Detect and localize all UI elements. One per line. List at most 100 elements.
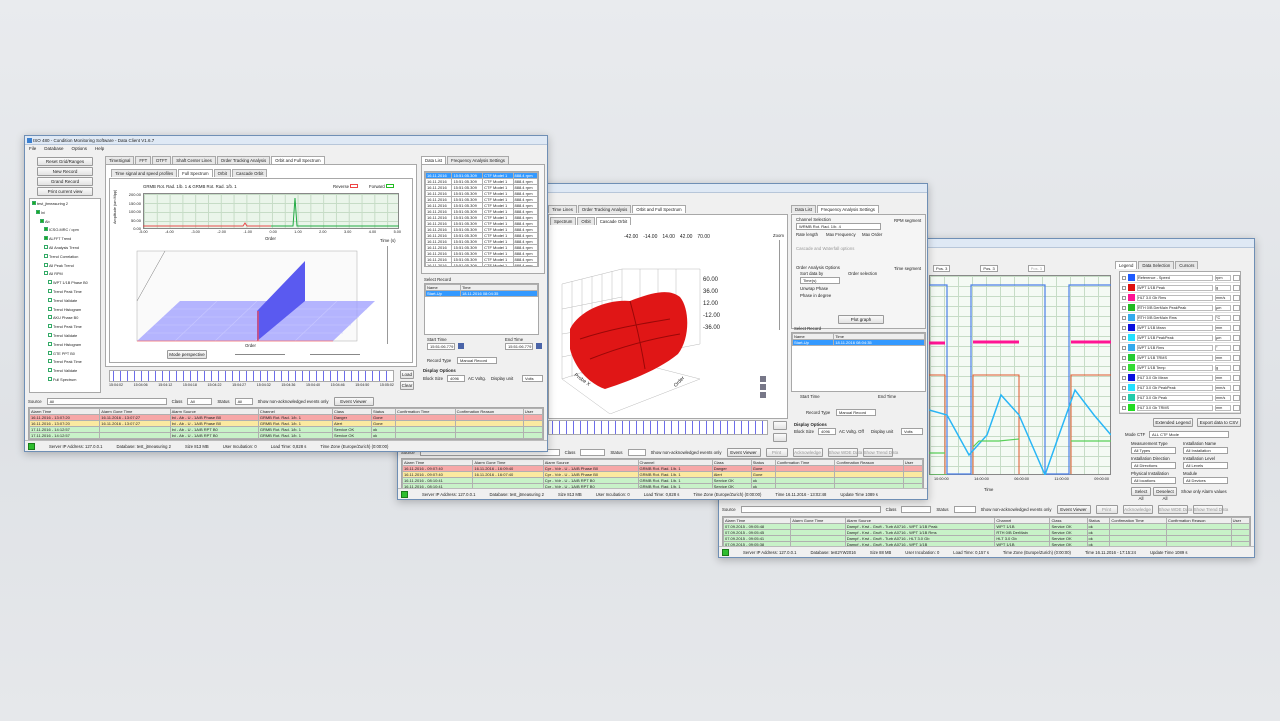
ac-voltage-checkbox[interactable]: AC Voltg. Off [839, 429, 864, 434]
tree-item[interactable]: ALFFT Trend [32, 236, 98, 245]
sort-select[interactable]: Time(s) [800, 277, 840, 284]
cascade-orbit-3d-chart[interactable] [550, 239, 760, 414]
unwrap-phase-checkbox[interactable]: Unwrap Phase [800, 286, 829, 291]
channel-select[interactable]: WRMB Rot. Rad. 1/b. 4 [796, 223, 881, 230]
checkbox[interactable] [1122, 305, 1126, 310]
checkbox[interactable] [1122, 405, 1126, 410]
checkbox[interactable] [1122, 365, 1126, 370]
load-button[interactable]: Load [400, 370, 414, 379]
checkbox[interactable] [1122, 285, 1126, 290]
menu-help[interactable]: Help [95, 146, 105, 151]
tab-time-signal[interactable]: TimeSignal [105, 156, 135, 164]
tree-item[interactable]: ICSO-MRC / opm [32, 227, 98, 236]
checkbox[interactable] [1122, 295, 1126, 300]
mode-perspective-button[interactable]: Mode perspective [167, 350, 207, 359]
event-table[interactable]: Alarm Time Alarm Gone Time Alarm Source Cha… [722, 516, 1251, 548]
time-slider[interactable] [387, 246, 388, 344]
color-swatch[interactable] [1128, 374, 1135, 381]
axis-select[interactable] [1233, 304, 1240, 311]
legend-item[interactable]: WPT 1/1B PeakPeak µm [1120, 333, 1240, 343]
data-list[interactable]: 16.11.2016 15:51:05.309 CTF Model 1 888.4 r… [424, 171, 539, 267]
grand-record-button[interactable]: Grand Record [37, 177, 93, 186]
axis-select[interactable] [1233, 344, 1240, 351]
data-list-row[interactable]: 16.11.2016 15:51:05.309 CTF Model 1 888.4 r… [425, 172, 538, 179]
tree-item[interactable]: All RPM [32, 271, 98, 280]
tree-item[interactable]: test_jtmeasuring 2 [32, 201, 98, 210]
acknowledge-button[interactable]: Acknowledge [1122, 505, 1153, 514]
rotate-icon[interactable] [760, 376, 766, 382]
legend-item[interactable]: RTH 0/B DerMain Rms °C [1120, 313, 1240, 323]
tab-orbit[interactable]: Orbit [577, 217, 595, 225]
acknowledge-button[interactable]: Acknowledge [792, 448, 823, 457]
checkbox[interactable] [1122, 355, 1126, 360]
axis-select[interactable] [1233, 314, 1240, 321]
tree-item[interactable]: Trend Peak Time [32, 359, 98, 368]
axis-select[interactable] [1233, 364, 1240, 371]
device-tree[interactable]: test_jtmeasuring 2 Ini Ab ICSO-MRC / opm ALF… [29, 198, 101, 393]
tree-item[interactable]: Trend Validate [32, 297, 98, 307]
color-swatch[interactable] [1128, 404, 1135, 411]
show-trend-data-button[interactable]: Show Trend Data [1192, 505, 1229, 514]
deselect-all-button[interactable]: Deselect All [1153, 487, 1177, 501]
phase-degree-checkbox[interactable]: Phase in degree [800, 293, 832, 298]
tab-orbit[interactable]: Orbit [213, 169, 231, 177]
zoom-icon[interactable] [760, 392, 766, 398]
color-swatch[interactable] [1128, 334, 1135, 341]
tab-order-tracking[interactable]: Order Tracking Analysis [577, 205, 632, 213]
ac-voltage-checkbox[interactable]: AC Voltg. [468, 376, 486, 381]
cursor-position-1[interactable]: Pos. 3 [933, 265, 951, 272]
axis-select[interactable] [1233, 284, 1240, 291]
tree-item[interactable]: Trend Validate [32, 332, 98, 342]
tab-orbit-full-spectrum[interactable]: Orbit and Full Spectrum [271, 156, 325, 164]
installation-level-select[interactable]: All Levels [1183, 462, 1228, 469]
checkbox[interactable] [1122, 325, 1126, 330]
menu-file[interactable]: File [29, 146, 37, 151]
data-list-row[interactable]: 16.11.2016 15:51:05.309 CTF Model 1 888.4 r… [425, 232, 538, 239]
record-type-select[interactable]: Manual Record [457, 357, 497, 364]
tree-item[interactable]: Ab [32, 218, 98, 228]
tree-item[interactable]: Ini [32, 209, 98, 219]
tree-item[interactable]: Trend Peak Time [32, 324, 98, 333]
module-select[interactable]: All Devices [1183, 477, 1228, 484]
clear-button[interactable] [773, 433, 787, 442]
axis-select[interactable] [1233, 324, 1240, 331]
start-calendar-icon[interactable] [458, 343, 464, 349]
event-row[interactable]: 16.11.2016 - 13:07:20 16.11.2016 - 13:07:… [28, 414, 544, 421]
event-viewer-button[interactable]: Event Viewer [333, 397, 374, 406]
checkbox[interactable] [1122, 395, 1126, 400]
tree-item[interactable]: Full Spectrum [32, 376, 98, 386]
record-timeline[interactable] [548, 420, 768, 435]
color-swatch[interactable] [1128, 314, 1135, 321]
clear-button[interactable]: Clear [400, 381, 414, 390]
tab-dtft[interactable]: DTFT [152, 156, 172, 164]
tab-cascade-orbit[interactable]: Cascade Orbit [595, 217, 632, 225]
legend-item[interactable]: WPT 1/1B Mean mm [1120, 323, 1240, 333]
record-timeline[interactable] [109, 370, 394, 382]
pan-icon[interactable] [760, 384, 766, 390]
measurement-type-select[interactable]: All Types [1131, 447, 1176, 454]
record-row[interactable]: Start-Up 18.11.2016 08:04:35 [425, 290, 539, 297]
color-swatch[interactable] [1128, 354, 1135, 361]
installation-direction-select[interactable]: All Directions [1131, 462, 1176, 469]
axis-select[interactable] [1233, 404, 1240, 411]
zoom-slider[interactable] [779, 240, 780, 330]
print-button[interactable]: Print [1095, 505, 1118, 514]
source-select[interactable]: All [46, 398, 167, 405]
event-row[interactable]: 16.11.2016 - 09:07:40 16.11.2016 - 16:07:… [401, 471, 924, 478]
class-select[interactable] [580, 449, 606, 456]
record-row[interactable]: Start-Up 18.11.2016 08:04:35 [791, 339, 925, 346]
show-unacknowledged-checkbox[interactable]: Show non-acknowledged events only [650, 450, 722, 455]
end-time-input[interactable]: 15:51:06.779 [505, 343, 533, 350]
tree-item[interactable]: Trend Histogram [32, 341, 98, 351]
tree-item[interactable]: AKU Phase B0 [32, 315, 98, 324]
tree-item[interactable]: WPT 1/1B Phase B0 [32, 280, 98, 289]
show-wde-data-button[interactable]: Show WDE Data [1157, 505, 1193, 514]
axis-select[interactable] [1233, 294, 1240, 301]
tree-item[interactable]: Trend Histogram [32, 306, 98, 316]
alarm-only-checkbox[interactable]: Show only Alarm values [1181, 489, 1227, 494]
color-swatch[interactable] [1128, 274, 1135, 281]
reset-grid-button[interactable]: Reset Grid/Ranges [37, 157, 93, 166]
installation-name-select[interactable]: All Installation [1183, 447, 1228, 454]
show-unacknowledged-checkbox[interactable]: Show non-acknowledged events only [980, 507, 1052, 512]
menu-database[interactable]: Database [44, 146, 64, 151]
